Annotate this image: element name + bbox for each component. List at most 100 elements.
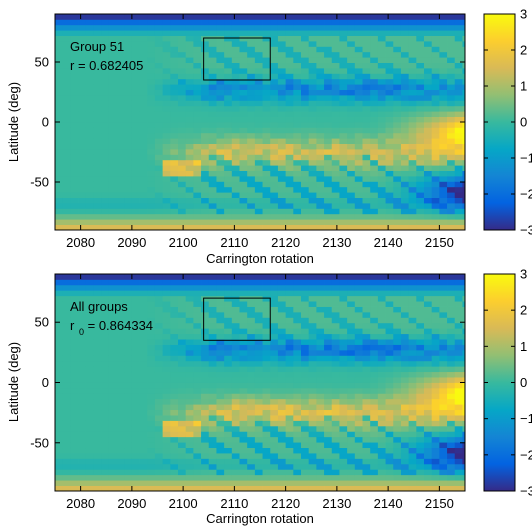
- heatmap-cell: [124, 68, 133, 74]
- heatmap-cell: [239, 295, 248, 302]
- heatmap-cell: [254, 436, 263, 443]
- y-tick-label: 50: [35, 55, 49, 70]
- heatmap-cell: [462, 219, 465, 225]
- heatmap-cell: [354, 78, 363, 85]
- heatmap-cell: [324, 224, 333, 230]
- heatmap-cell: [78, 415, 87, 421]
- heatmap-cell: [108, 176, 117, 182]
- heatmap-cell: [254, 458, 263, 465]
- heatmap-cell: [178, 154, 187, 161]
- heatmap-cell: [270, 122, 279, 128]
- heatmap-cell: [347, 311, 356, 318]
- heatmap-cell: [324, 181, 333, 188]
- heatmap-cell: [285, 208, 294, 215]
- heatmap-cell: [131, 360, 140, 367]
- heatmap-cell: [277, 295, 287, 302]
- heatmap-cell: [131, 339, 140, 345]
- heatmap-cell: [193, 100, 202, 107]
- heatmap-cell: [108, 306, 117, 313]
- heatmap-cell: [339, 149, 348, 155]
- heatmap-cell: [347, 344, 356, 351]
- heatmap-cell: [431, 420, 440, 427]
- heatmap-cell: [247, 203, 256, 209]
- heatmap-cell: [416, 322, 425, 329]
- heatmap-cell: [108, 116, 117, 123]
- heatmap-cell: [139, 458, 148, 465]
- heatmap-cell: [301, 458, 310, 465]
- heatmap-cell: [216, 355, 225, 362]
- heatmap-cell: [447, 480, 456, 486]
- heatmap-cell: [154, 306, 164, 313]
- heatmap-cell: [308, 208, 317, 215]
- heatmap-cell: [462, 311, 465, 318]
- heatmap-cell: [185, 415, 194, 421]
- heatmap-cell: [254, 149, 263, 155]
- heatmap-cell: [447, 290, 456, 297]
- heatmap-cell: [78, 14, 87, 20]
- heatmap-cell: [108, 181, 117, 188]
- heatmap-cell: [139, 122, 148, 128]
- heatmap-cell: [231, 197, 240, 204]
- heatmap-cell: [431, 485, 440, 491]
- heatmap-cell: [239, 84, 248, 90]
- heatmap-cell: [231, 127, 240, 134]
- heatmap-cell: [308, 387, 317, 394]
- heatmap-cell: [108, 279, 117, 286]
- heatmap-cell: [170, 279, 179, 286]
- heatmap-cell: [70, 328, 79, 335]
- heatmap-cell: [178, 290, 187, 297]
- heatmap-cell: [108, 35, 117, 42]
- heatmap-cell: [70, 165, 79, 171]
- heatmap-cell: [254, 349, 263, 356]
- heatmap-cell: [154, 154, 164, 161]
- heatmap-cell: [293, 89, 302, 96]
- heatmap-cell: [301, 274, 310, 280]
- heatmap-cell: [139, 404, 148, 411]
- heatmap-cell: [277, 469, 287, 476]
- heatmap-cell: [147, 442, 156, 449]
- heatmap-cell: [447, 366, 456, 373]
- heatmap-cell: [331, 181, 340, 188]
- heatmap-cell: [408, 203, 417, 209]
- annotation-group: All groups: [70, 299, 128, 314]
- heatmap-cell: [347, 181, 356, 188]
- heatmap-cell: [431, 453, 440, 459]
- heatmap-cell: [385, 127, 394, 134]
- heatmap-cell: [308, 78, 317, 85]
- heatmap-cell: [162, 420, 171, 427]
- heatmap-cell: [262, 111, 271, 117]
- heatmap-cell: [347, 360, 356, 367]
- heatmap-cell: [454, 159, 463, 166]
- heatmap-cell: [78, 409, 87, 416]
- heatmap-cell: [277, 431, 287, 438]
- heatmap-cell: [454, 404, 463, 411]
- heatmap-cell: [462, 132, 465, 139]
- heatmap-cell: [231, 73, 240, 80]
- heatmap-cell: [55, 279, 64, 286]
- heatmap-cell: [377, 149, 386, 155]
- heatmap-cell: [162, 143, 171, 150]
- heatmap-cell: [70, 192, 79, 198]
- heatmap-cell: [462, 328, 465, 335]
- heatmap-cell: [131, 344, 140, 351]
- heatmap-cell: [224, 442, 233, 449]
- heatmap-cell: [70, 138, 79, 144]
- heatmap-cell: [354, 431, 363, 438]
- heatmap-cell: [354, 442, 363, 449]
- heatmap-cell: [347, 485, 356, 491]
- heatmap-cell: [131, 35, 140, 42]
- heatmap-cell: [239, 111, 248, 117]
- heatmap-cell: [439, 176, 448, 182]
- heatmap-cell: [393, 377, 402, 383]
- heatmap-cell: [385, 279, 394, 286]
- heatmap-cell: [293, 208, 302, 215]
- heatmap-cell: [270, 143, 279, 150]
- heatmap-cell: [262, 186, 271, 193]
- heatmap-cell: [347, 387, 356, 394]
- heatmap-cell: [201, 431, 210, 438]
- heatmap-cell: [101, 485, 110, 491]
- heatmap-cell: [93, 436, 102, 443]
- heatmap-cell: [147, 213, 156, 220]
- heatmap-cell: [339, 415, 348, 421]
- heatmap-cell: [285, 404, 294, 411]
